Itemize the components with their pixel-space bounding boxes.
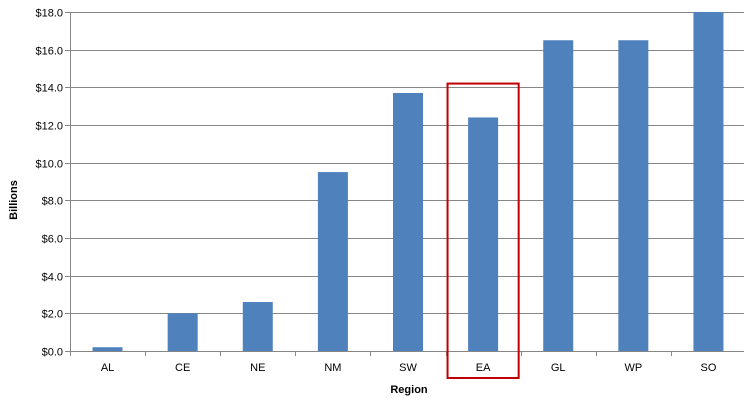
x-tick-label: AL (101, 362, 114, 374)
y-tick-label: $14.0 (35, 83, 63, 95)
bar-al (92, 347, 123, 351)
y-tick-label: $10.0 (35, 159, 63, 171)
x-tick-label: EA (476, 362, 491, 374)
bar-gl (543, 40, 574, 351)
tick-labels: $0.0 $2.0 $4.0 $6.0 $8.0 $10.0 $12.0 $14.0 $16.0… (35, 8, 716, 375)
y-tick-label: $2.0 (42, 309, 63, 321)
x-tick-label: SW (399, 362, 417, 374)
y-tick-label: $16.0 (35, 46, 63, 58)
x-tick-label: NE (250, 362, 265, 374)
x-tick-label: CE (175, 362, 190, 374)
bar-ne (242, 302, 273, 351)
y-tick-label: $18.0 (35, 8, 63, 20)
y-tick-label: $0.0 (42, 347, 63, 359)
bar-wp (618, 40, 649, 351)
bar-sw (393, 92, 423, 351)
bars (92, 12, 724, 351)
highlight-layer (446, 82, 520, 379)
y-axis-title: Billions (8, 180, 20, 220)
highlight-box (446, 82, 520, 379)
x-tick-label: GL (551, 362, 566, 374)
x-axis-title: Region (390, 384, 428, 396)
x-tick-label: NM (324, 362, 341, 374)
y-tick-label: $8.0 (42, 196, 63, 208)
axes (65, 12, 744, 356)
y-tick-label: $12.0 (35, 121, 63, 133)
bar-ea (468, 117, 499, 351)
bar-ce (167, 313, 198, 351)
x-tick-label: SO (700, 362, 716, 374)
bar-so (693, 12, 724, 351)
x-tick-label: WP (624, 362, 642, 374)
y-tick-label: $4.0 (42, 272, 63, 284)
bar-nm (317, 172, 348, 351)
y-tick-label: $6.0 (42, 234, 63, 246)
